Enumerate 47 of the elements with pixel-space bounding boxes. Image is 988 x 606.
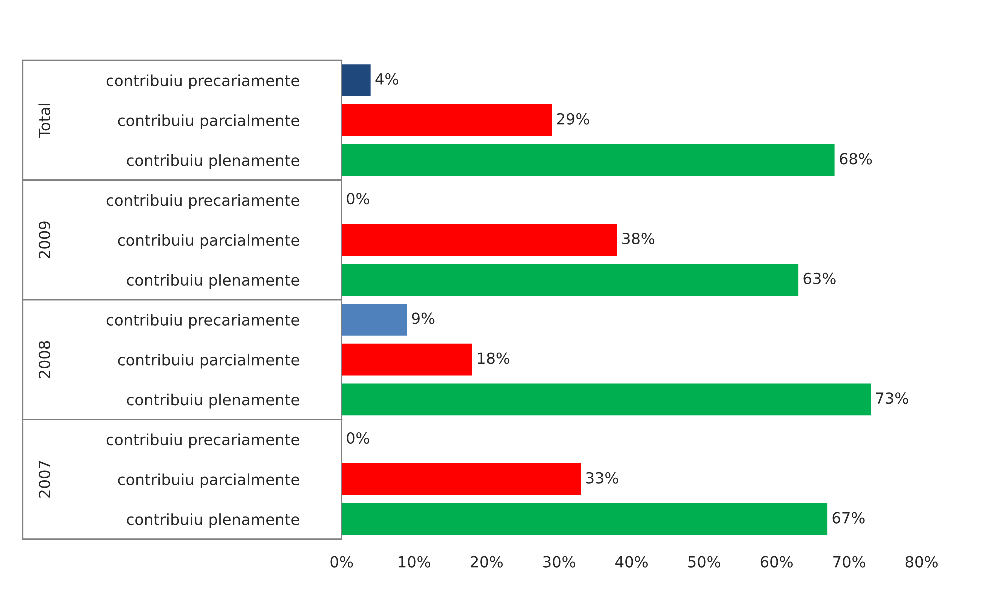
bar [342,464,582,496]
y-tick-label: contribuiu precariamente [106,314,300,329]
text: 2008 [38,341,51,378]
bar [342,224,618,256]
x-tick-label: 10% [399,556,430,568]
data-label: 63% [804,272,836,284]
data-label: 67% [832,512,865,524]
y-tick-label: contribuiu plenamente [127,514,300,528]
data-label: 38% [622,233,655,245]
data-label: 0% [347,432,370,444]
data-label: 68% [840,153,872,165]
data-label: 29% [557,113,590,125]
text: 2009 [38,222,51,258]
x-tick-label: 40% [616,556,648,568]
y-tick-label: contribuiu plenamente [127,274,300,290]
y-tick-label: contribuiu parcialmente [118,474,300,488]
y-tick-label: contribuiu parcialmente [118,114,300,130]
data-label: 4% [376,73,398,85]
x-tick-label: 70% [834,556,866,568]
data-label: 9% [412,312,435,324]
x-tick-label: 20% [470,556,503,568]
y-tick-label: contribuiu precariamente [106,194,300,210]
bar [342,264,799,296]
bar [342,64,371,97]
x-tick-label: 30% [544,556,576,568]
data-label: 0% [347,193,370,205]
bar [342,104,552,136]
x-tick-label: 80% [906,556,938,568]
data-label: 33% [586,472,618,484]
x-tick-label: 0% [330,556,354,568]
bar [342,304,408,336]
bar [342,344,472,376]
text: 2007 [38,461,51,498]
y-tick-label: contribuiu plenamente [127,394,300,409]
bar [342,144,835,176]
y-tick-label: contribuiu plenamente [127,154,300,170]
x-tick-label: 50% [688,556,720,568]
y-tick-label: contribuiu precariamente [106,434,300,449]
text: Total [38,104,51,138]
bar [342,503,828,536]
x-tick-label: 60% [760,556,793,568]
data-label: 18% [478,352,510,364]
y-tick-label: contribuiu parcialmente [118,354,300,369]
y-tick-label: contribuiu precariamente [106,74,300,90]
bar [342,384,872,416]
data-label: 73% [876,392,908,404]
y-tick-label: contribuiu parcialmente [118,234,300,250]
